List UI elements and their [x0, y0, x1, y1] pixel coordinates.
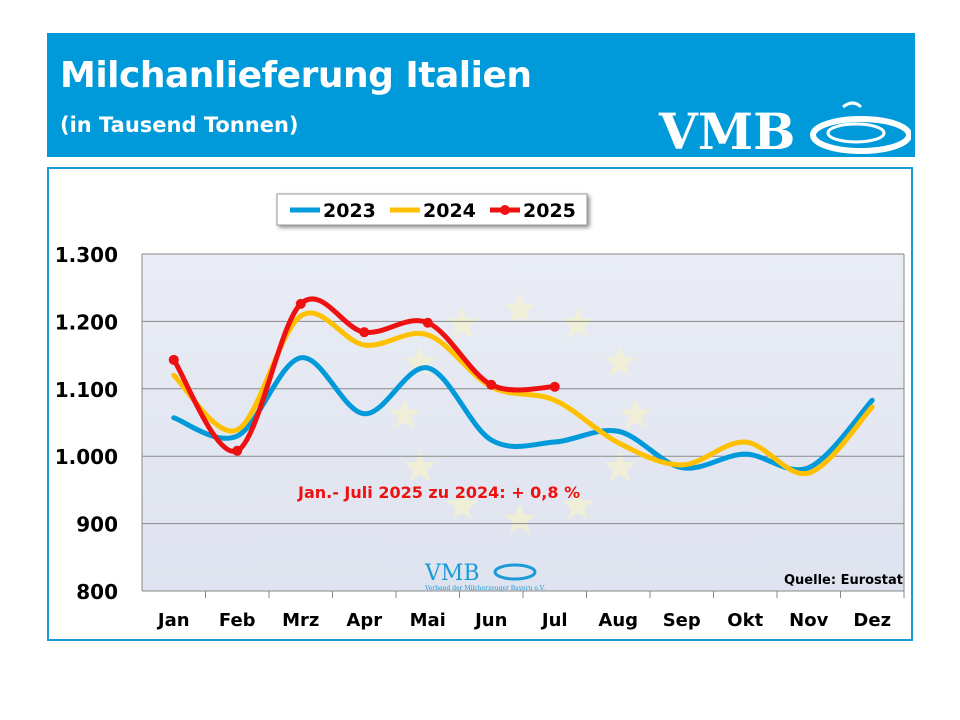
- star-icon: [503, 503, 537, 534]
- y-tick-label: 900: [76, 513, 118, 537]
- x-tick-label: Jan: [156, 610, 190, 631]
- legend-label: 2024: [423, 200, 476, 222]
- x-tick-label: Apr: [346, 610, 382, 631]
- x-tick-label: Mrz: [282, 610, 319, 631]
- x-tick-label: Aug: [598, 610, 638, 631]
- y-tick-label: 800: [76, 580, 118, 604]
- page-title: Milchanlieferung Italien: [60, 55, 532, 96]
- svg-text:Verband der Milcherzeuger Baye: Verband der Milcherzeuger Bayern e.V.: [424, 585, 545, 592]
- svg-text:VMB: VMB: [424, 561, 480, 586]
- star-icon: [446, 307, 479, 338]
- star-icon: [446, 488, 479, 520]
- star-icon: [561, 307, 594, 338]
- data-point-2025: [486, 379, 497, 390]
- page-subtitle: (in Tausend Tonnen): [60, 113, 299, 137]
- vmb-watermark: VMB Verband der Milcherzeuger Bayern e.V…: [424, 561, 545, 592]
- y-tick-label: 1.200: [55, 310, 118, 334]
- header-banner: Milchanlieferung Italien (in Tausend Ton…: [47, 33, 915, 157]
- legend-label: 2023: [323, 200, 376, 222]
- star-icon: [388, 398, 421, 429]
- x-tick-label: Sep: [663, 610, 701, 631]
- chart-frame: [47, 167, 913, 641]
- star-icon: [603, 345, 637, 377]
- x-tick-label: Nov: [789, 610, 828, 631]
- y-tick-label: 1.100: [55, 378, 118, 402]
- eu-stars-watermark: [388, 293, 652, 534]
- x-tick-label: Jul: [540, 610, 568, 631]
- star-icon: [503, 293, 537, 324]
- star-icon: [403, 450, 437, 482]
- x-tick-label: Jun: [473, 610, 507, 631]
- series-line-2023: [171, 355, 875, 473]
- legend-marker: [500, 205, 510, 215]
- y-tick-label: 1.000: [55, 445, 118, 469]
- y-tick-label: 1.300: [55, 243, 118, 267]
- star-icon: [403, 345, 437, 377]
- data-point-2025: [168, 354, 179, 365]
- data-point-2025: [359, 327, 370, 338]
- legend: 2023 2024 2025: [276, 193, 588, 226]
- legend-label: 2025: [523, 200, 576, 222]
- x-tick-label: Dez: [853, 610, 891, 631]
- x-tick-label: Mai: [410, 610, 446, 631]
- data-point-2025: [295, 298, 306, 309]
- x-tick-label: Okt: [727, 610, 763, 631]
- star-icon: [603, 450, 637, 482]
- star-icon: [561, 488, 594, 520]
- data-point-2025: [549, 381, 560, 392]
- x-tick-label: Feb: [219, 610, 256, 631]
- data-point-2025: [232, 445, 243, 456]
- star-icon: [619, 398, 652, 429]
- annotation: Jan.- Juli 2025 zu 2024: + 0,8 %: [297, 483, 580, 502]
- data-point-2025: [422, 317, 433, 328]
- svg-text:VMB: VMB: [658, 102, 795, 157]
- source-label: Quelle: Eurostat: [784, 573, 903, 588]
- vmb-logo: VMB: [658, 101, 911, 157]
